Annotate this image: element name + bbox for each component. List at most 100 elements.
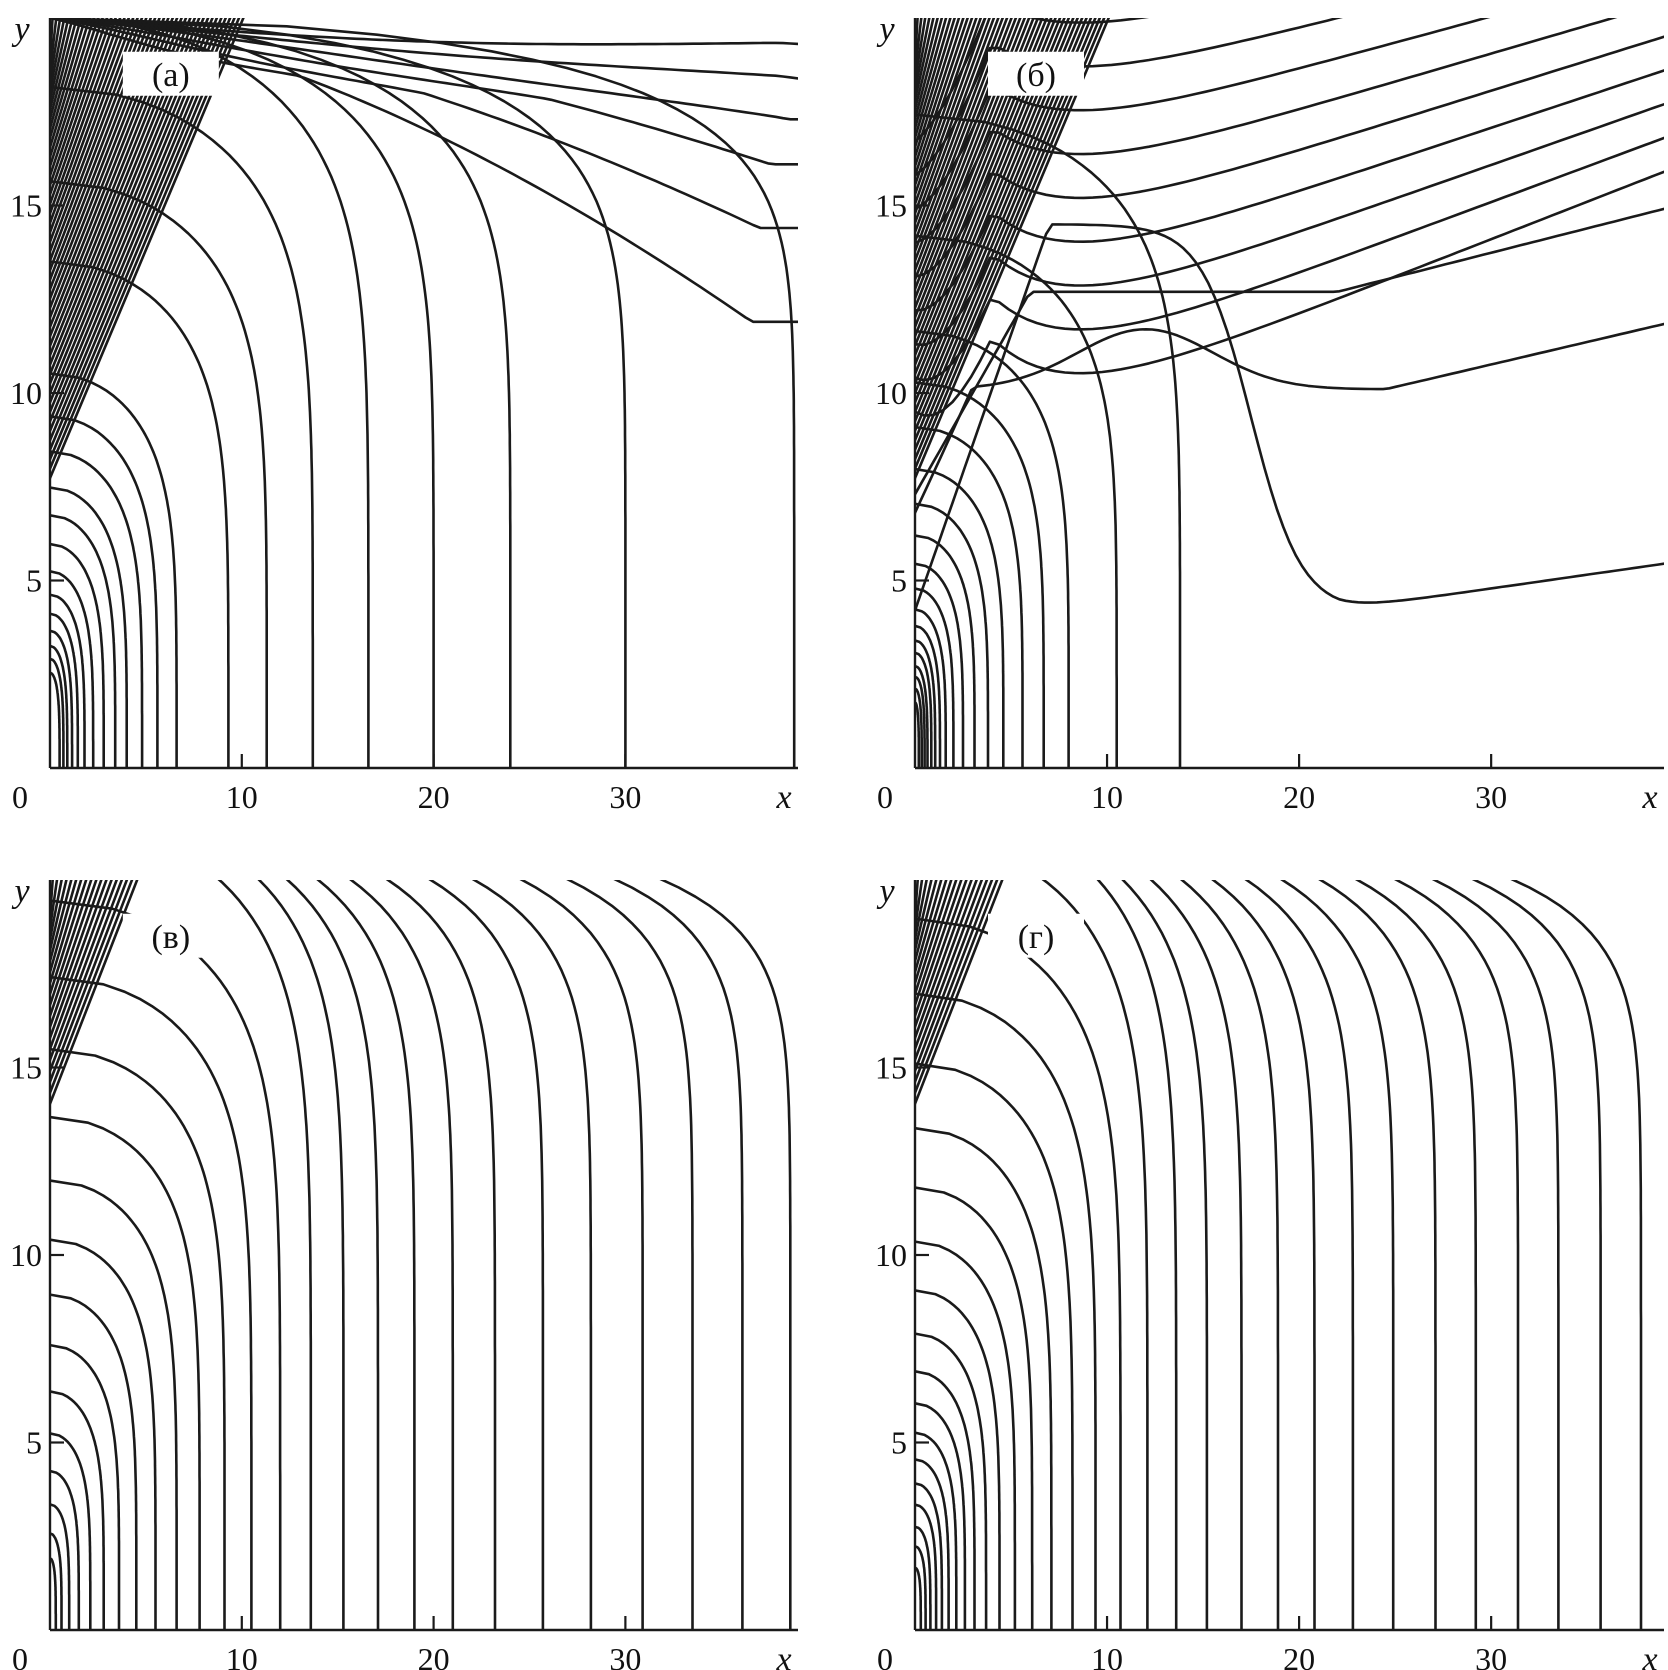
y-axis-label: y [11,873,30,910]
contour-line [50,450,144,768]
contour-line [915,18,952,140]
contour-line [915,562,965,768]
x-axis-label: x [1641,1641,1657,1670]
contour-line [915,136,1664,382]
contour-line [50,880,124,1073]
contour-line [915,1458,950,1630]
contour-line [50,18,796,768]
y-tick-label: 5 [891,563,907,599]
contour-line [50,18,70,102]
panel-1: 0 10 20 30 5 10 15 x y (а) [10,11,798,816]
y-axis-label: y [11,11,30,48]
contour-line [915,701,921,768]
contour-line [915,18,983,206]
contour-line [915,18,948,130]
contour-line [915,18,969,177]
contour-line [50,1115,201,1630]
x-tick-label: 0 [12,779,28,815]
contour-line [50,180,268,768]
contour-line [50,671,61,768]
contour-line [50,18,370,768]
contour-line [50,1432,92,1630]
contour-line [915,18,931,92]
contour-line [915,18,965,168]
contour-line [915,18,996,234]
contour-line [915,651,933,768]
contour-line [50,415,159,768]
panel-2: 0 10 20 30 5 10 15 x y (б) [875,11,1664,816]
contour-line [915,18,956,149]
panel-label-bg [122,913,219,958]
contour-line [1041,880,1149,1630]
contour-line [915,18,1013,272]
contour-line [915,1545,927,1630]
contour-line [519,880,644,1630]
contour-line [915,880,943,974]
contour-line [50,18,91,149]
contour-line [915,880,953,996]
contour-line [50,593,86,768]
contour-line [915,35,1664,279]
contour-line [566,880,694,1630]
contour-line [50,18,66,92]
contour-line [50,18,117,206]
contour-line [915,880,994,1084]
contour-line [50,1047,226,1630]
x-tick-label: 10 [226,1641,258,1670]
x-tick-label: 20 [1283,1641,1315,1670]
contour-line [915,1062,1074,1630]
contour-line [50,899,282,1630]
y-axis-label: y [876,11,895,48]
contour-line [915,1566,923,1630]
contour-line [915,880,938,963]
contour-line [915,1431,958,1630]
contour-line [915,624,942,768]
x-tick-label: 20 [418,779,450,815]
contour-line [50,880,119,1062]
contour-line [915,587,955,768]
x-tick-label: 10 [1091,779,1123,815]
contour-line [915,880,1004,1106]
contour-line [50,880,78,974]
contour-line [915,917,1122,1630]
contour-line [50,18,79,121]
contour-line [50,880,63,941]
contour-line [915,223,1664,612]
contour-line [1354,880,1478,1630]
contour-line [1431,880,1560,1630]
contour-line [50,18,109,187]
x-tick-label: 10 [226,779,258,815]
contour-line [915,1289,1001,1630]
contour-line [50,657,65,768]
contour-line [915,664,929,768]
contour-line [50,1179,178,1630]
contour-line [385,880,497,1630]
contour-line [50,1293,138,1630]
contour-line [915,675,926,768]
contour-line [915,18,1009,262]
contour-line [915,103,1664,347]
contour-line [915,880,924,930]
contour-line [285,880,380,1630]
contour-line [915,608,947,768]
contour-line [50,18,104,177]
contour-line [50,18,798,80]
contour-line [915,639,937,768]
contour-line [915,18,1150,143]
contour-line [915,207,1664,496]
x-tick-label: 30 [609,779,641,815]
contour-line [1096,880,1178,1630]
contour-line [50,18,135,244]
x-tick-label: 30 [1475,1641,1507,1670]
panel-label: (б) [1016,57,1056,94]
contour-line [217,880,313,1630]
x-tick-label: 10 [1091,1641,1123,1670]
panel-label-bg [122,51,219,96]
contour-line [50,260,230,768]
x-axis-label: x [775,779,791,816]
contour-line [915,18,987,215]
contour-line [50,18,131,234]
contour-line [915,18,927,83]
contour-line [50,1557,58,1630]
